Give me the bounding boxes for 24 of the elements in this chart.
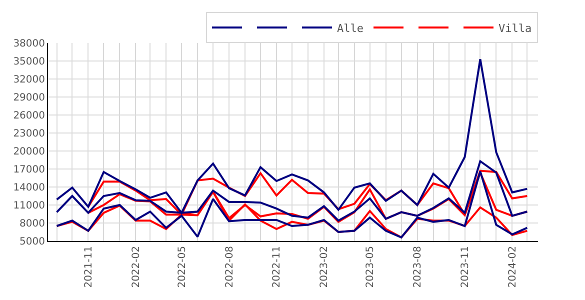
x-tick-label: 2023-02 (319, 246, 330, 288)
x-tick-label: 2022-02 (130, 246, 142, 288)
x-tick-label: 2022-08 (224, 246, 236, 288)
x-tick-label: 2022-05 (176, 246, 188, 288)
y-tick-label: 38000 (13, 38, 45, 50)
y-tick-label: 20000 (13, 146, 45, 158)
y-tick-label: 29000 (13, 92, 45, 104)
y-tick-label: 5000 (20, 236, 45, 248)
x-tick-label: 2021-11 (83, 246, 94, 288)
x-tick-label: 2023-08 (412, 246, 424, 288)
y-tick-label: 35000 (13, 56, 45, 68)
y-tick-label: 17000 (13, 164, 45, 176)
y-tick-label: 8000 (20, 218, 45, 230)
y-tick-label: 11000 (13, 200, 45, 212)
legend-label: Alle (337, 22, 364, 35)
y-tick-label: 14000 (13, 182, 45, 194)
x-tick-label: 2023-11 (460, 246, 472, 288)
y-tick-label: 23000 (13, 128, 45, 140)
y-tick-label: 26000 (13, 110, 45, 122)
x-tick-label: 2024-02 (507, 246, 518, 288)
legend-label: Villa (498, 22, 532, 35)
y-tick-label: 32000 (13, 74, 45, 86)
x-tick-label: 2022-11 (272, 246, 283, 288)
x-tick-label: 2023-05 (365, 246, 376, 288)
